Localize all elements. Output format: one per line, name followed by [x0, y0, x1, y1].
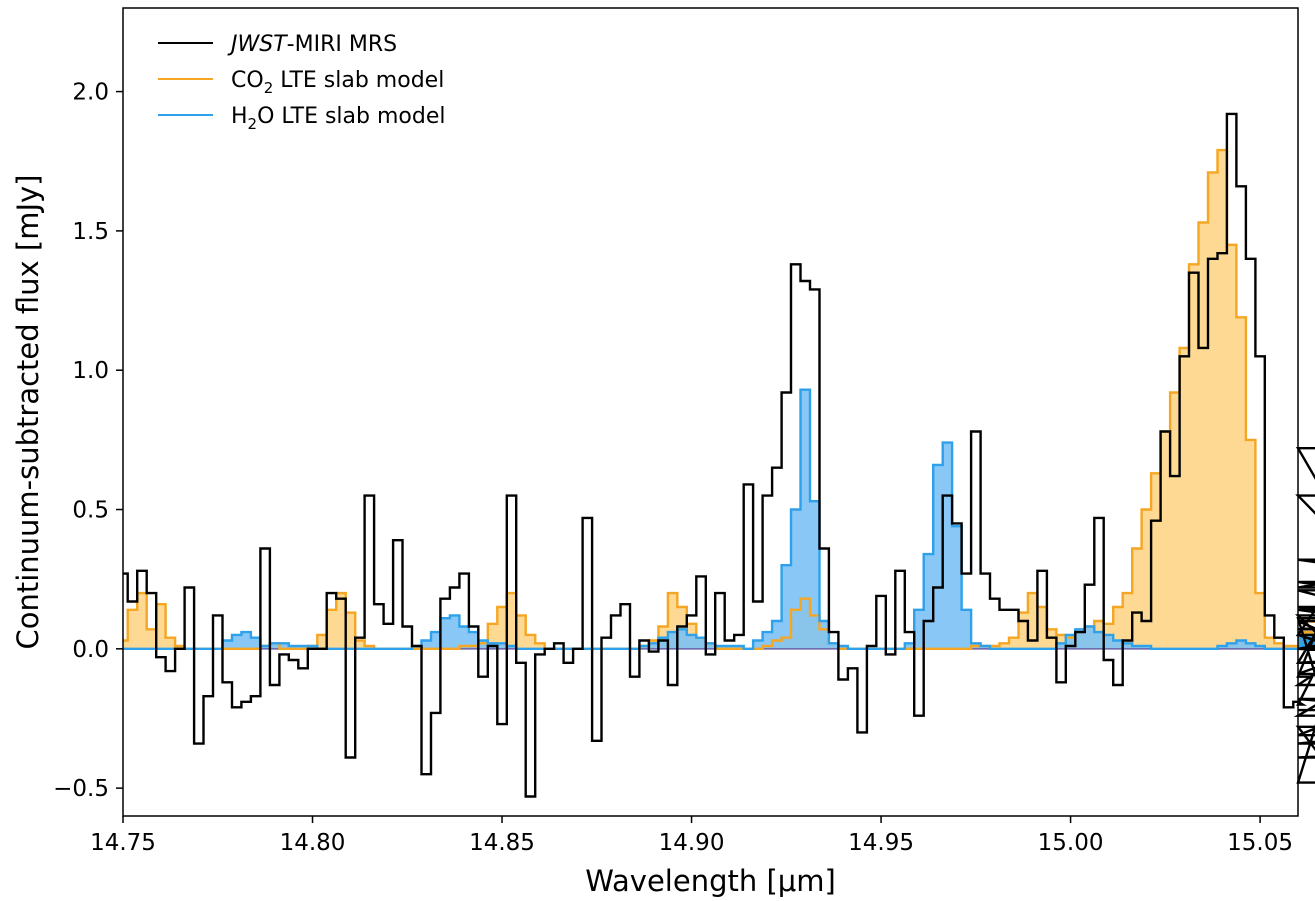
legend-label-data-rest: -MIRI MRS	[287, 32, 397, 57]
y-axis: −0.5 0.0 0.5 1.0 1.5 2.0	[53, 80, 123, 802]
legend-label-h2o-rest: O LTE slab model	[257, 104, 445, 129]
x-tick-label: 15.05	[1227, 830, 1293, 856]
x-tick-label: 14.80	[280, 830, 346, 856]
legend-label-co2-sub: 2	[264, 79, 274, 97]
series-lines	[123, 112, 1315, 798]
legend-label-co2: CO2 LTE slab model	[231, 68, 444, 97]
y-tick-label: 0.0	[72, 637, 109, 663]
x-axis: 14.75 14.80 14.85 14.90 14.95 15.00 15.05	[90, 816, 1293, 856]
x-tick-label: 14.75	[90, 830, 156, 856]
plot-frame	[122, 7, 1299, 817]
y-tick-label: 1.5	[72, 219, 109, 245]
legend: JWST-MIRI MRS CO2 LTE slab model H2O LTE…	[158, 32, 445, 133]
legend-label-h2o: H2O LTE slab model	[231, 104, 445, 133]
line-data	[123, 112, 1315, 798]
legend-label-co2-main: CO	[231, 68, 264, 93]
legend-label-h2o-main: H	[231, 104, 248, 129]
legend-label-data: JWST-MIRI MRS	[227, 32, 397, 57]
legend-label-data-italic: JWST	[227, 32, 288, 57]
legend-label-co2-rest: LTE slab model	[273, 68, 444, 93]
x-axis-title: Wavelength [μm]	[585, 864, 836, 898]
y-tick-label: 1.0	[72, 358, 109, 384]
x-tick-label: 14.95	[848, 830, 914, 856]
model-fills	[123, 150, 1315, 649]
line-h2o	[123, 388, 1315, 650]
y-tick-label: 2.0	[72, 80, 109, 106]
fill-co2	[123, 150, 1315, 649]
y-axis-title: Continuum-subtracted flux [mJy]	[11, 174, 45, 649]
x-tick-label: 14.90	[659, 830, 725, 856]
x-tick-label: 15.00	[1038, 830, 1104, 856]
y-tick-label: −0.5	[53, 776, 109, 802]
legend-label-h2o-sub: 2	[248, 115, 258, 133]
x-tick-label: 14.85	[469, 830, 535, 856]
y-tick-label: 0.5	[72, 498, 109, 524]
